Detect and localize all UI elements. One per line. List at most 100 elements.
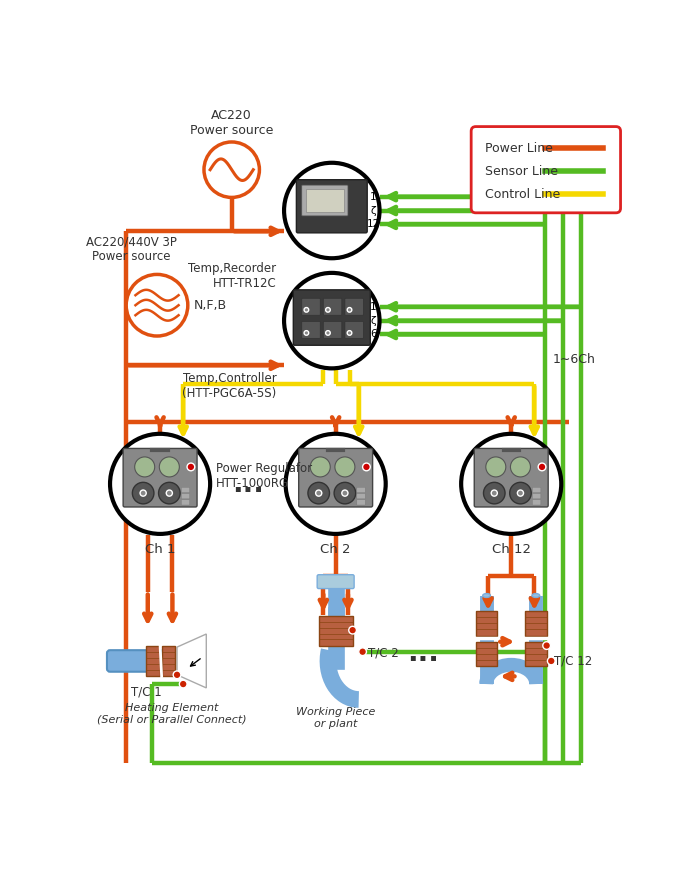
- Bar: [318, 616, 353, 646]
- Bar: [525, 611, 547, 636]
- FancyBboxPatch shape: [317, 575, 354, 589]
- FancyBboxPatch shape: [306, 189, 344, 212]
- Circle shape: [286, 434, 386, 534]
- Text: Ch 2: Ch 2: [321, 543, 351, 556]
- Text: AC220
Power source: AC220 Power source: [190, 109, 274, 138]
- Text: N,F,B: N,F,B: [194, 298, 227, 312]
- Circle shape: [140, 490, 146, 496]
- Circle shape: [326, 330, 330, 336]
- Text: ζ: ζ: [370, 205, 376, 216]
- Circle shape: [349, 626, 356, 634]
- FancyBboxPatch shape: [299, 448, 372, 507]
- FancyBboxPatch shape: [107, 650, 163, 671]
- Text: Power Regulafor
HTT-1000RG: Power Regulafor HTT-1000RG: [216, 462, 312, 490]
- Circle shape: [308, 482, 330, 503]
- Text: 12: 12: [367, 219, 380, 229]
- Text: 1: 1: [370, 302, 377, 312]
- FancyBboxPatch shape: [181, 500, 190, 505]
- Circle shape: [173, 671, 181, 678]
- FancyBboxPatch shape: [533, 500, 541, 505]
- Circle shape: [187, 463, 195, 471]
- Circle shape: [132, 482, 154, 503]
- Circle shape: [134, 457, 155, 477]
- Circle shape: [517, 490, 524, 496]
- Text: Control Line: Control Line: [485, 188, 560, 201]
- FancyBboxPatch shape: [345, 298, 363, 315]
- Text: Temp,Controller
(HTT-PGC6A-5S): Temp,Controller (HTT-PGC6A-5S): [182, 372, 276, 400]
- FancyBboxPatch shape: [302, 298, 320, 315]
- Ellipse shape: [483, 593, 491, 598]
- Text: AC220/440V 3P
Power source: AC220/440V 3P Power source: [86, 235, 177, 263]
- Circle shape: [160, 457, 179, 477]
- Bar: [476, 642, 497, 666]
- Bar: [146, 646, 160, 677]
- Bar: [476, 611, 497, 636]
- Circle shape: [547, 657, 555, 665]
- Circle shape: [363, 463, 370, 471]
- Text: Power Line: Power Line: [485, 142, 553, 155]
- Circle shape: [342, 490, 348, 496]
- Circle shape: [491, 490, 497, 496]
- FancyBboxPatch shape: [474, 448, 548, 507]
- FancyBboxPatch shape: [533, 494, 541, 499]
- Circle shape: [335, 457, 355, 477]
- Circle shape: [284, 163, 379, 258]
- Text: 1: 1: [370, 192, 377, 202]
- Circle shape: [326, 307, 330, 313]
- Circle shape: [179, 680, 187, 688]
- Circle shape: [347, 330, 352, 336]
- Circle shape: [166, 490, 172, 496]
- Bar: [525, 642, 547, 666]
- Text: Working Piece
or plant: Working Piece or plant: [296, 707, 375, 729]
- Text: T/C 1: T/C 1: [131, 686, 162, 699]
- FancyBboxPatch shape: [302, 321, 320, 338]
- Circle shape: [304, 330, 309, 336]
- Text: Temp,Recorder
HTT-TR12C: Temp,Recorder HTT-TR12C: [188, 262, 276, 290]
- Circle shape: [284, 273, 379, 369]
- Text: 1∼12Ch: 1∼12Ch: [553, 170, 603, 182]
- Text: 1∼6Ch: 1∼6Ch: [553, 353, 596, 366]
- FancyBboxPatch shape: [181, 494, 190, 499]
- Circle shape: [158, 482, 180, 503]
- Circle shape: [126, 274, 188, 336]
- FancyBboxPatch shape: [357, 500, 365, 505]
- Text: ...: ...: [407, 639, 440, 667]
- Circle shape: [358, 648, 367, 655]
- Circle shape: [310, 457, 330, 477]
- Polygon shape: [177, 634, 206, 688]
- Circle shape: [316, 490, 322, 496]
- Circle shape: [204, 142, 260, 197]
- FancyBboxPatch shape: [323, 298, 342, 315]
- Circle shape: [461, 434, 561, 534]
- FancyBboxPatch shape: [123, 448, 197, 507]
- FancyBboxPatch shape: [533, 488, 541, 493]
- FancyBboxPatch shape: [302, 185, 348, 216]
- Text: ζ: ζ: [370, 315, 376, 326]
- FancyBboxPatch shape: [345, 321, 363, 338]
- Circle shape: [304, 307, 309, 313]
- FancyBboxPatch shape: [181, 488, 190, 493]
- Text: Ch 12: Ch 12: [491, 543, 531, 556]
- FancyBboxPatch shape: [357, 494, 365, 499]
- Text: Sensor Line: Sensor Line: [485, 165, 558, 178]
- Text: T/C 12: T/C 12: [554, 654, 592, 668]
- Text: ...: ...: [232, 470, 264, 498]
- Text: 6: 6: [370, 329, 377, 339]
- Text: T/C 2: T/C 2: [368, 646, 399, 660]
- Circle shape: [334, 482, 356, 503]
- Circle shape: [486, 457, 506, 477]
- FancyBboxPatch shape: [296, 179, 368, 233]
- Circle shape: [510, 482, 531, 503]
- FancyBboxPatch shape: [471, 127, 621, 213]
- Circle shape: [510, 457, 531, 477]
- Circle shape: [110, 434, 210, 534]
- FancyBboxPatch shape: [357, 488, 365, 493]
- Text: Heating Element
(Serial or Parallel Connect): Heating Element (Serial or Parallel Conn…: [97, 703, 246, 725]
- Circle shape: [484, 482, 505, 503]
- Ellipse shape: [532, 593, 540, 598]
- Circle shape: [347, 307, 352, 313]
- FancyBboxPatch shape: [323, 321, 342, 338]
- Circle shape: [538, 463, 546, 471]
- Bar: [162, 646, 176, 677]
- Text: Ch 1: Ch 1: [145, 543, 175, 556]
